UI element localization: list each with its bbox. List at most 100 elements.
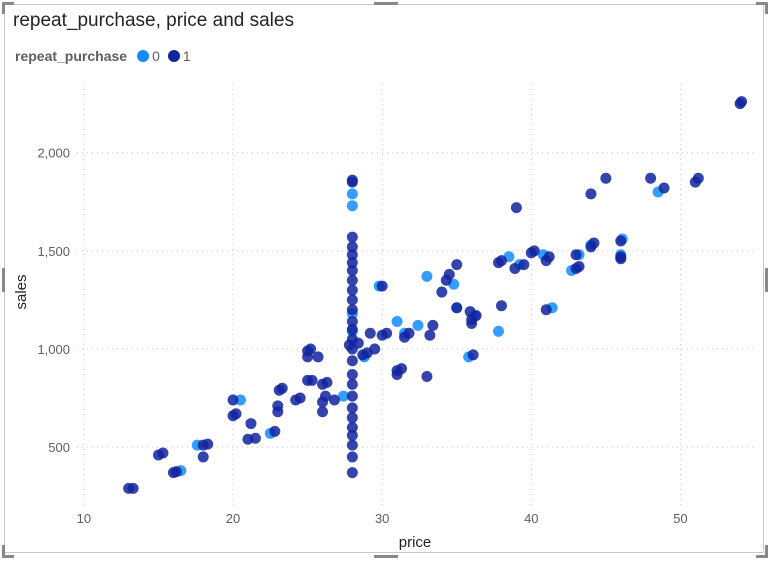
data-point-series-1 bbox=[467, 349, 479, 361]
data-point-series-1 bbox=[328, 394, 340, 406]
data-point-series-1 bbox=[424, 329, 436, 341]
x-axis-label: price bbox=[399, 534, 432, 551]
data-point-series-1 bbox=[364, 327, 376, 339]
legend: repeat_purchase 0 1 bbox=[15, 48, 199, 64]
resize-handle-bottom-right-v[interactable] bbox=[765, 545, 768, 557]
data-point-series-0 bbox=[346, 200, 358, 212]
data-point-series-1 bbox=[346, 241, 358, 253]
data-point-series-1 bbox=[346, 421, 358, 433]
y-tick-label: 2,000 bbox=[37, 146, 70, 161]
data-point-series-1 bbox=[346, 429, 358, 441]
resize-handle-top-right[interactable] bbox=[756, 2, 768, 5]
resize-handle-right-middle[interactable] bbox=[765, 268, 768, 292]
data-point-series-1 bbox=[543, 251, 555, 263]
data-point-series-1 bbox=[570, 249, 582, 261]
data-point-series-1 bbox=[573, 261, 585, 273]
legend-label-1: 1 bbox=[182, 48, 191, 64]
data-point-series-1 bbox=[321, 376, 333, 388]
legend-item-1[interactable]: 1 bbox=[167, 48, 191, 64]
data-point-series-1 bbox=[346, 174, 358, 186]
data-point-series-1 bbox=[346, 284, 358, 296]
resize-handle-bottom-right[interactable] bbox=[756, 555, 768, 558]
data-point-series-1 bbox=[269, 425, 281, 437]
legend-label-0: 0 bbox=[152, 48, 160, 64]
data-point-series-1 bbox=[585, 188, 597, 200]
data-point-series-1 bbox=[736, 96, 748, 108]
data-point-series-1 bbox=[509, 263, 521, 275]
data-point-series-1 bbox=[495, 300, 507, 312]
data-point-series-1 bbox=[427, 319, 439, 331]
grid-lines bbox=[77, 84, 755, 506]
data-point-series-1 bbox=[346, 274, 358, 286]
y-axis-label: sales bbox=[13, 274, 30, 309]
resize-handle-bottom-left[interactable] bbox=[2, 555, 14, 558]
data-point-series-0 bbox=[412, 319, 424, 331]
data-point-series-1 bbox=[346, 378, 358, 390]
legend-swatch-0 bbox=[137, 50, 150, 62]
chart-visual-frame: repeat_purchase, price and sales repeat_… bbox=[4, 4, 764, 553]
x-tick-label: 40 bbox=[524, 511, 538, 526]
legend-item-0[interactable]: 0 bbox=[137, 48, 160, 64]
data-point-series-1 bbox=[518, 259, 530, 271]
data-points bbox=[123, 96, 748, 494]
data-point-series-1 bbox=[249, 432, 261, 444]
data-point-series-1 bbox=[305, 343, 317, 355]
data-point-series-1 bbox=[615, 251, 627, 263]
data-point-series-1 bbox=[276, 382, 288, 394]
data-point-series-1 bbox=[421, 370, 433, 382]
data-point-series-1 bbox=[528, 245, 540, 257]
data-point-series-1 bbox=[346, 304, 358, 316]
data-point-series-1 bbox=[272, 400, 284, 412]
resize-handle-top-left[interactable] bbox=[2, 2, 14, 5]
data-point-series-1 bbox=[470, 310, 482, 322]
data-point-series-1 bbox=[294, 392, 306, 404]
resize-handle-bottom-left-v[interactable] bbox=[2, 545, 5, 557]
data-point-series-1 bbox=[346, 390, 358, 402]
data-point-series-1 bbox=[197, 451, 209, 463]
data-point-series-1 bbox=[346, 412, 358, 424]
data-point-series-1 bbox=[227, 394, 239, 406]
data-point-series-1 bbox=[312, 351, 324, 363]
data-point-series-1 bbox=[346, 249, 358, 261]
resize-handle-left-middle[interactable] bbox=[2, 268, 5, 292]
data-point-series-1 bbox=[346, 355, 358, 367]
data-point-series-1 bbox=[396, 363, 408, 375]
data-point-series-1 bbox=[451, 302, 463, 314]
data-point-series-1 bbox=[443, 268, 455, 280]
data-point-series-1 bbox=[230, 408, 242, 420]
data-point-series-1 bbox=[245, 418, 257, 430]
data-point-series-0 bbox=[391, 315, 403, 327]
data-point-series-1 bbox=[615, 235, 627, 247]
data-point-series-1 bbox=[320, 390, 332, 402]
data-point-series-1 bbox=[510, 202, 522, 214]
data-point-series-1 bbox=[540, 304, 552, 316]
data-point-series-1 bbox=[436, 286, 448, 298]
data-point-series-1 bbox=[346, 323, 358, 335]
data-point-series-1 bbox=[692, 172, 704, 184]
y-tick-label: 1,500 bbox=[37, 244, 70, 259]
data-point-series-1 bbox=[381, 327, 393, 339]
data-point-series-1 bbox=[346, 451, 358, 463]
data-point-series-1 bbox=[346, 467, 358, 479]
axis-ticks: 10 20 30 40 50 500 1,000 1,500 2,000 bbox=[37, 146, 687, 526]
data-point-series-1 bbox=[346, 264, 358, 276]
data-point-series-1 bbox=[346, 315, 358, 327]
data-point-series-1 bbox=[451, 259, 463, 271]
data-point-series-1 bbox=[157, 447, 169, 459]
resize-handle-top-right-v[interactable] bbox=[765, 2, 768, 14]
data-point-series-1 bbox=[376, 280, 388, 292]
data-point-series-1 bbox=[346, 294, 358, 306]
legend-swatch-1 bbox=[167, 50, 180, 62]
y-tick-label: 1,000 bbox=[37, 342, 70, 357]
resize-handle-top-center[interactable] bbox=[374, 2, 398, 5]
y-tick-label: 500 bbox=[48, 440, 70, 455]
x-tick-label: 20 bbox=[226, 511, 240, 526]
data-point-series-1 bbox=[403, 327, 415, 339]
resize-handle-bottom-center[interactable] bbox=[374, 555, 398, 558]
data-point-series-1 bbox=[600, 172, 612, 184]
resize-handle-top-left-v[interactable] bbox=[2, 2, 5, 14]
data-point-series-1 bbox=[588, 237, 600, 249]
data-point-series-0 bbox=[492, 325, 504, 337]
data-point-series-1 bbox=[346, 439, 358, 451]
